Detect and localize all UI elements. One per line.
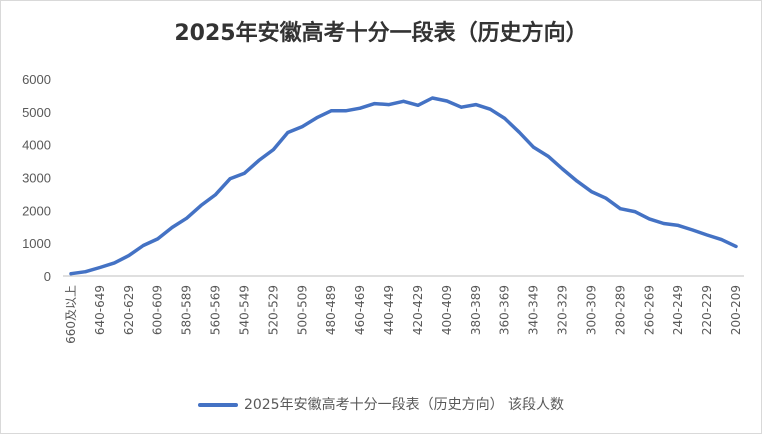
data-points [69, 96, 738, 276]
y-tick-label: 5000 [22, 105, 51, 120]
y-tick-label: 2000 [22, 203, 51, 218]
y-tick-label: 3000 [22, 171, 51, 186]
data-point [156, 237, 160, 241]
data-point [503, 116, 507, 120]
legend-label: 2025年安徽高考十分一段表（历史方向） 该段人数 [243, 397, 565, 413]
data-point [474, 103, 478, 107]
data-point [127, 254, 131, 258]
data-point [662, 222, 666, 225]
x-tick-label: 540-549 [237, 285, 251, 335]
data-point [691, 228, 695, 232]
x-tick-label: 500-509 [295, 285, 309, 335]
data-point [705, 233, 709, 237]
x-tick-label: 440-449 [382, 285, 396, 335]
data-point [561, 167, 564, 171]
x-tick-label: 220-229 [700, 285, 714, 335]
data-point [430, 96, 434, 100]
data-point [517, 130, 521, 134]
legend-line-swatch [197, 403, 238, 407]
x-tick-label: 600-609 [151, 285, 165, 335]
x-axis: 660及以上 640-649 620-629 600-609 580-589 560-56… [64, 285, 743, 344]
data-point [618, 207, 622, 211]
data-point [286, 131, 290, 134]
data-point [488, 107, 492, 111]
x-tick-label: 340-349 [527, 285, 541, 335]
x-tick-label: 460-469 [353, 285, 367, 335]
x-tick-label: 400-409 [440, 285, 454, 335]
legend: 2025年安徽高考十分一段表（历史方向） 该段人数 [1, 394, 761, 414]
data-point [199, 203, 203, 207]
x-tick-label: 560-569 [209, 285, 223, 335]
x-tick-label: 620-629 [122, 285, 136, 335]
data-point [532, 145, 536, 149]
data-point [459, 105, 463, 109]
data-point [720, 238, 723, 242]
data-point [329, 109, 333, 113]
data-point [243, 171, 246, 175]
data-point [633, 210, 637, 214]
data-point [344, 109, 348, 113]
data-point [98, 266, 102, 269]
data-point [271, 148, 275, 152]
data-point [358, 106, 362, 110]
data-point [69, 272, 73, 276]
data-point [373, 102, 377, 106]
data-point [416, 103, 420, 107]
x-tick-label: 520-529 [266, 285, 280, 335]
x-tick-label: 360-369 [498, 285, 512, 335]
data-point [647, 217, 651, 221]
x-tick-label: 420-429 [411, 285, 425, 335]
data-point [315, 116, 319, 120]
y-tick-label: 0 [44, 269, 51, 284]
data-point [445, 99, 449, 103]
data-point [257, 158, 261, 162]
x-tick-label: 240-249 [671, 285, 685, 335]
data-point [676, 223, 680, 227]
x-tick-label: 300-309 [584, 285, 598, 335]
data-point [228, 177, 232, 181]
x-tick-label: 480-489 [324, 285, 338, 335]
data-point [170, 225, 174, 229]
data-point [112, 261, 116, 265]
data-point [604, 196, 608, 200]
data-point [575, 179, 579, 183]
x-tick-label: 260-269 [642, 285, 656, 335]
x-tick-label: 640-649 [93, 285, 107, 335]
x-tick-label: 580-589 [180, 285, 194, 335]
y-axis: 0 1000 2000 3000 4000 5000 6000 [22, 72, 51, 284]
data-point [214, 193, 218, 197]
data-point [300, 125, 304, 129]
data-point [84, 270, 87, 274]
y-tick-label: 1000 [22, 236, 51, 251]
y-tick-label: 6000 [22, 72, 51, 87]
data-point [589, 190, 593, 194]
data-point [141, 244, 145, 247]
series-line [69, 96, 738, 276]
x-tick-label: 280-289 [613, 285, 627, 335]
data-point [185, 216, 189, 220]
chart-title: 2025年安徽高考十分一段表（历史方向） [174, 21, 588, 46]
x-tick-label: 660及以上 [64, 285, 78, 344]
x-tick-label: 320-329 [556, 285, 570, 335]
x-tick-label: 200-209 [729, 285, 743, 335]
x-tick-label: 380-389 [469, 285, 483, 335]
data-point [546, 154, 550, 158]
data-point [387, 103, 391, 107]
data-point [402, 99, 405, 103]
data-point [734, 244, 738, 248]
y-tick-label: 4000 [22, 138, 51, 153]
